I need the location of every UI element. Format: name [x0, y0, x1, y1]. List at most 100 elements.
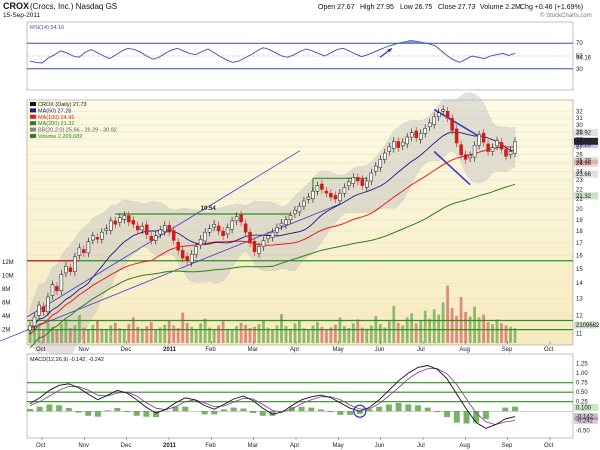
volume-bar [396, 322, 400, 344]
macd-hist-bar [318, 409, 324, 412]
candle-body [463, 154, 468, 160]
price-value-label: 21.32 [576, 194, 592, 200]
candle-body [320, 183, 324, 190]
volume-bar [298, 320, 301, 343]
candle-body [490, 147, 495, 152]
volume-bar [401, 325, 405, 343]
macd-hist-bar [463, 411, 470, 424]
volume-bar [343, 326, 346, 343]
company-name: (Crocs, Inc.) Nasdaq GS [30, 2, 117, 11]
chart-date: 15-Sep-2011 [3, 12, 40, 19]
volume-bar [104, 330, 108, 343]
volume-bar [356, 319, 360, 343]
volume-bar [82, 327, 86, 343]
candle-body [162, 225, 167, 232]
macd-tick-label: 1.00 [576, 371, 588, 377]
macd-tick-label: 0.100 [576, 405, 592, 411]
x-bot-label: Aug [459, 443, 470, 449]
candle-body [248, 231, 252, 244]
candle-body [329, 192, 333, 198]
macd-hist-bar [172, 406, 179, 412]
volume-bar [230, 330, 234, 343]
price-panel: 1112131415161718192021222324252627282930… [0, 92, 600, 359]
macd-hist-bar [221, 409, 227, 412]
legend-swatch [30, 127, 36, 132]
level-19-54-label: 19.54 [201, 206, 217, 212]
macd-hist-bar [444, 411, 451, 418]
candle-body [109, 220, 113, 231]
volume-bar [253, 326, 256, 343]
candle-body [203, 231, 207, 242]
macd-hist-bar [27, 409, 33, 412]
x-bot-label: Jul [417, 443, 425, 449]
price-value-flag [574, 170, 598, 178]
macd-hist-bar [308, 407, 315, 412]
candle-body [252, 241, 257, 252]
candle-body [306, 196, 311, 200]
volume-bar [387, 321, 391, 343]
bollinger-band [29, 92, 516, 359]
ma100-line [29, 146, 516, 335]
ohlc-close: Close 27.73 [438, 4, 475, 11]
macd-hist-bar [250, 411, 257, 413]
volume-bar [91, 324, 95, 343]
candle-body [266, 235, 270, 240]
candle-body [158, 229, 162, 235]
candle-body [427, 122, 432, 128]
volume-bar [450, 307, 454, 343]
legend-entry: MA(50) 27.28 [38, 108, 71, 114]
candle-body [284, 219, 288, 226]
volume-bar [226, 328, 229, 343]
candle-body [347, 181, 351, 187]
macd-hist-bar [327, 411, 334, 413]
macd-hist-bar [104, 410, 111, 412]
candle-body [59, 274, 64, 292]
ohlc-open: Open 27.67 [318, 4, 355, 11]
macd-hist-bar [337, 411, 344, 415]
rsi-series-line [29, 40, 516, 64]
volume-bar [208, 327, 211, 343]
candle-body [454, 128, 459, 144]
macd-tick-label: 1.25 [576, 362, 588, 368]
candle-body [374, 165, 378, 172]
volume-bar [217, 325, 220, 343]
x-mid-label: Nov [78, 347, 89, 353]
flag-upper-line [433, 108, 480, 137]
candle-body [86, 241, 91, 254]
macd-hist-bar [298, 406, 305, 412]
macd-hist-bar [124, 411, 130, 413]
candle-body [82, 249, 86, 254]
volume-bar [495, 319, 499, 343]
volume-tick-label: 6M [2, 301, 10, 307]
price-tick-label: 12 [576, 313, 583, 319]
candle-body [418, 133, 423, 140]
volume-bar [477, 317, 481, 343]
legend-swatch [30, 134, 36, 138]
macd-hist-bar [230, 407, 237, 412]
price-value-label: 23.66 [576, 172, 592, 178]
candle-body [230, 220, 234, 230]
volume-tick-label: 8M [2, 287, 10, 293]
candle-body [436, 112, 441, 118]
ohlc-low: Low 26.75 [400, 4, 432, 11]
volume-bar [64, 319, 68, 343]
candle-body [194, 246, 198, 255]
volume-bar [500, 323, 503, 343]
volume-bar [271, 329, 274, 343]
price-tick-label: 25 [576, 161, 583, 167]
macd-hist-bar [153, 411, 160, 418]
macd-hist-bar [143, 411, 150, 417]
x-mid-label: 2011 [163, 347, 177, 353]
candle-body [189, 253, 194, 263]
volume-bar [87, 329, 90, 343]
x-mid-label: Dec [121, 347, 132, 353]
x-bot-label: May [332, 443, 343, 449]
volume-bar [118, 328, 122, 343]
legend-swatch [30, 102, 36, 106]
price-tick-label: 15 [576, 267, 583, 273]
x-bot-label: Feb [205, 443, 216, 449]
macd-value-flag [574, 416, 598, 424]
x-mid-label: May [332, 347, 343, 353]
volume-bar [190, 326, 194, 343]
